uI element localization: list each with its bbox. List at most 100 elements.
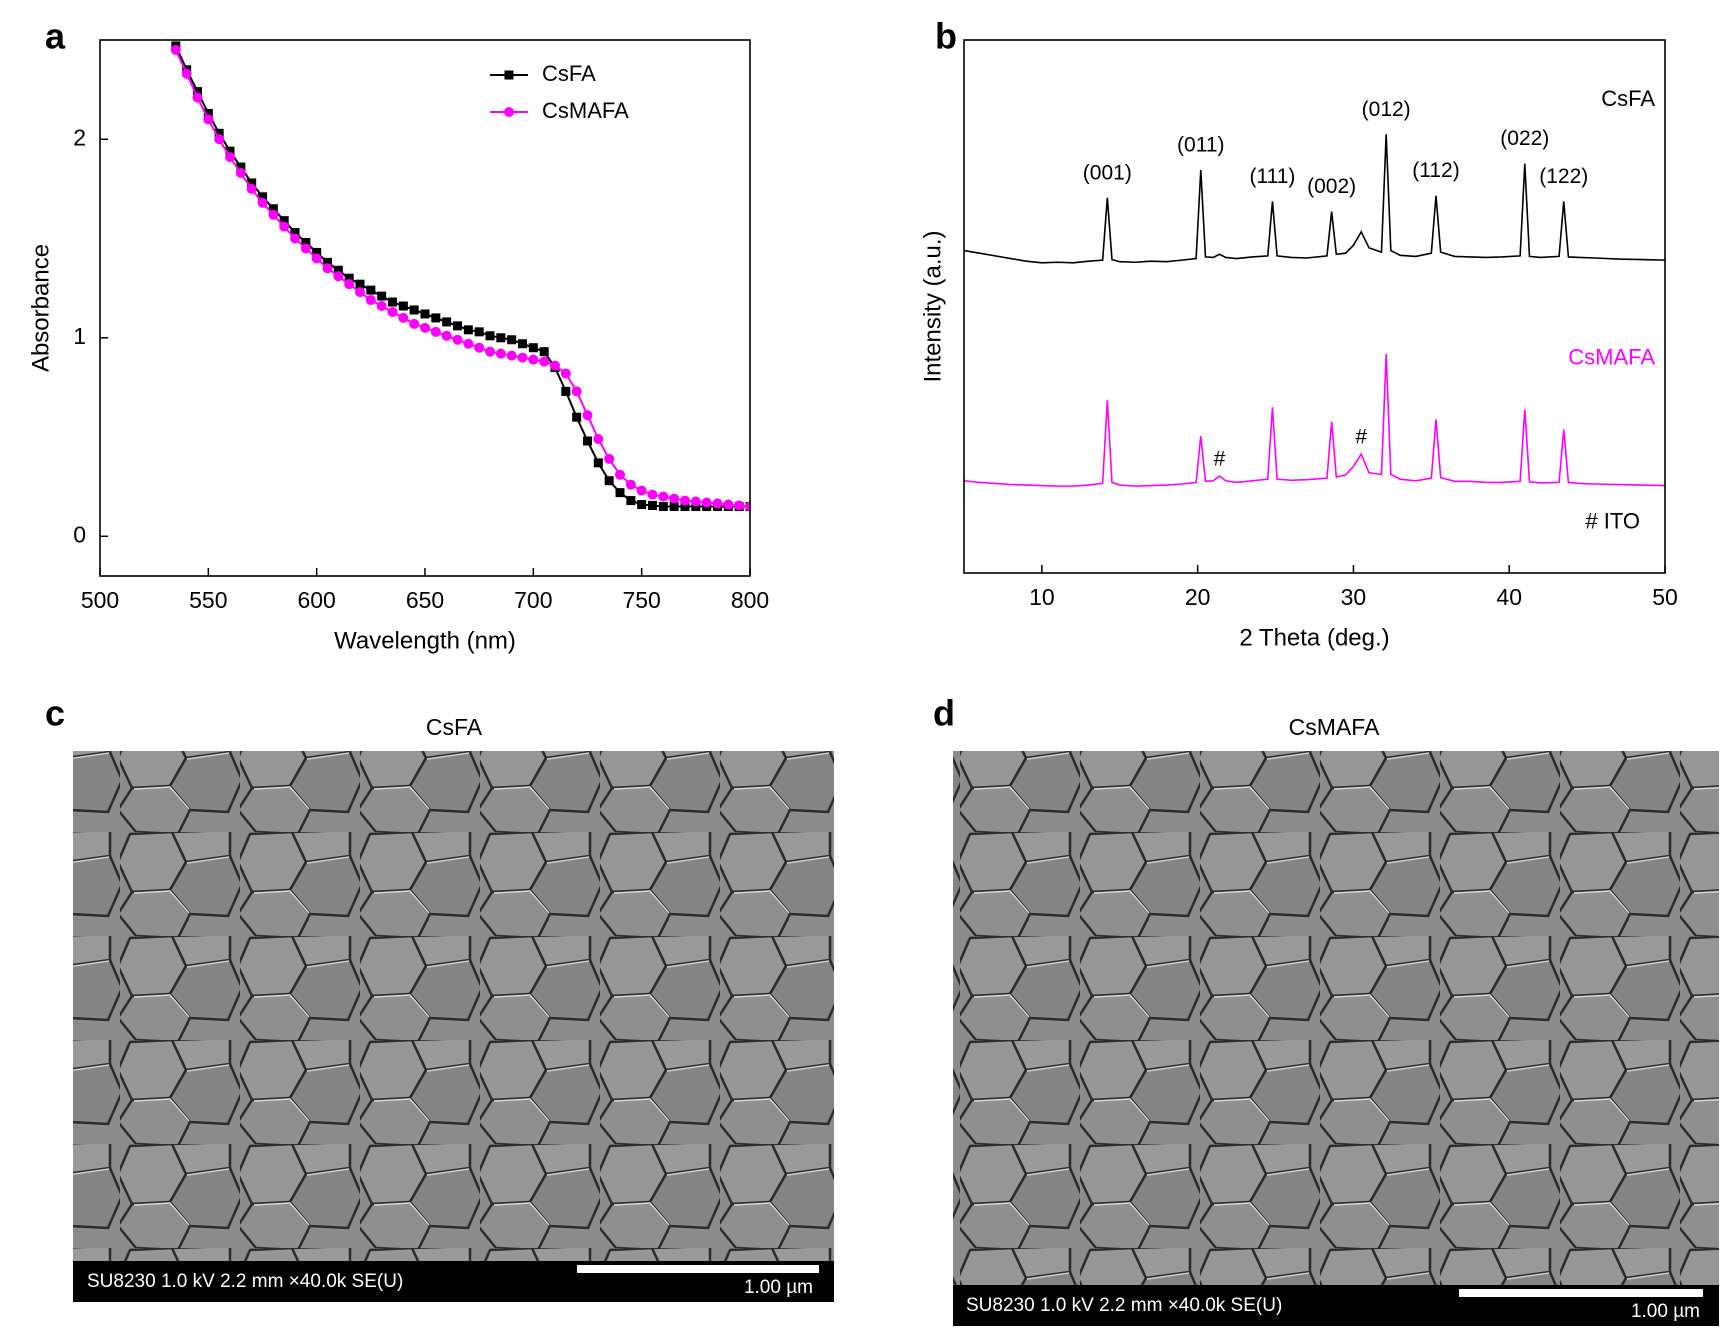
image-title: CsMAFA xyxy=(1289,714,1380,740)
marker xyxy=(506,350,517,361)
marker xyxy=(517,352,528,363)
impurity-mark: # xyxy=(1214,448,1226,471)
x-tick-label: 550 xyxy=(189,587,227,613)
sem-panel: d CsMAFA SU8230 1.0 kV 2.2 mm ×40.0k SE(… xyxy=(933,693,1719,1326)
marker xyxy=(441,330,452,341)
marker xyxy=(311,253,322,264)
marker xyxy=(539,356,550,367)
panel-label: d xyxy=(933,693,955,734)
series-label: CsFA xyxy=(1601,86,1655,111)
marker xyxy=(388,297,397,307)
marker xyxy=(398,312,409,323)
scale-label: 1.00 µm xyxy=(744,1277,813,1298)
marker xyxy=(528,343,538,353)
marker xyxy=(615,469,625,480)
marker xyxy=(734,500,745,511)
marker xyxy=(203,114,214,125)
marker xyxy=(344,279,355,290)
peak-label: (002) xyxy=(1307,175,1356,198)
series-line xyxy=(964,353,1665,487)
marker xyxy=(268,209,279,220)
marker xyxy=(615,488,625,498)
chart: b 10 20 30 40 50 2 Theta (deg.) Intensity (a.u.… xyxy=(919,16,1677,652)
marker xyxy=(648,501,657,511)
marker xyxy=(712,498,723,509)
marker xyxy=(247,178,257,188)
sem-panel: c CsFA SU8230 1.0 kV 2.2 mm ×40.0k SE(U)… xyxy=(45,693,834,1302)
marker xyxy=(539,347,549,357)
marker xyxy=(214,128,224,138)
note: # ITO xyxy=(1585,508,1640,533)
marker xyxy=(431,313,441,323)
marker xyxy=(344,273,354,283)
marker xyxy=(430,326,441,337)
y-tick-label: 1 xyxy=(73,323,86,349)
legend-label: CsFA xyxy=(542,61,596,86)
marker xyxy=(235,168,246,179)
scale-bar xyxy=(577,1265,819,1273)
marker xyxy=(680,502,690,512)
marker xyxy=(604,476,614,486)
marker xyxy=(583,436,592,446)
marker xyxy=(203,108,213,118)
marker xyxy=(593,458,603,468)
marker xyxy=(625,479,636,490)
marker xyxy=(279,216,289,226)
marker xyxy=(636,485,647,496)
marker xyxy=(225,146,235,156)
marker xyxy=(647,489,658,500)
plot-frame xyxy=(963,39,1666,574)
x-tick-label: 500 xyxy=(81,587,119,613)
marker xyxy=(409,305,419,315)
marker xyxy=(528,354,539,365)
impurity-mark: # xyxy=(1355,426,1367,449)
marker xyxy=(658,502,668,512)
marker xyxy=(246,183,257,194)
panel-label: c xyxy=(45,693,65,734)
marker xyxy=(268,204,278,214)
marker xyxy=(658,491,669,502)
x-tick-label: 700 xyxy=(514,587,552,613)
marker xyxy=(301,237,311,247)
x-tick-label: 50 xyxy=(1652,584,1678,610)
marker xyxy=(496,333,506,343)
chart: a 500 550 600 650 700 750 800 0 1 2 Wavelength (nm)… xyxy=(27,16,769,655)
x-axis-title: 2 Theta (deg.) xyxy=(1239,624,1389,651)
marker xyxy=(560,368,571,379)
marker xyxy=(463,325,473,335)
x-axis-title: Wavelength (nm) xyxy=(334,627,516,654)
marker xyxy=(582,410,593,421)
marker xyxy=(518,339,527,349)
marker xyxy=(376,301,387,312)
marker xyxy=(420,322,430,333)
marker xyxy=(604,453,615,464)
marker xyxy=(355,279,365,289)
marker xyxy=(170,44,181,55)
marker xyxy=(409,318,420,329)
marker xyxy=(507,335,517,345)
marker xyxy=(453,321,462,331)
peak-label: (022) xyxy=(1500,127,1549,150)
marker xyxy=(680,495,690,506)
marker xyxy=(495,348,506,359)
marker xyxy=(572,412,582,422)
image-caption: SU8230 1.0 kV 2.2 mm ×40.0k SE(U) xyxy=(966,1295,1282,1316)
x-tick-label: 10 xyxy=(1029,584,1055,610)
marker xyxy=(333,271,344,282)
marker xyxy=(312,247,322,257)
panel-label: b xyxy=(935,16,957,57)
marker xyxy=(333,265,343,275)
panel-label: a xyxy=(45,16,66,57)
marker xyxy=(290,233,300,244)
marker xyxy=(701,497,712,508)
x-tick-label: 650 xyxy=(406,587,444,613)
marker xyxy=(550,360,560,371)
marker xyxy=(181,68,192,79)
peak-label: (112) xyxy=(1412,159,1459,182)
marker xyxy=(474,327,484,337)
legend-marker xyxy=(504,70,514,80)
marker xyxy=(474,342,485,353)
x-tick-label: 600 xyxy=(297,587,335,613)
marker xyxy=(452,334,463,345)
marker xyxy=(626,496,636,506)
